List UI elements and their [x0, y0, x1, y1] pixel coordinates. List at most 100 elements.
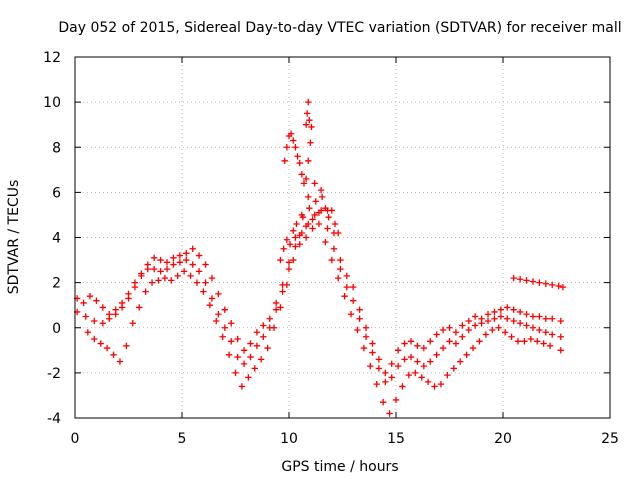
data-point — [489, 326, 496, 334]
data-point — [450, 365, 457, 372]
data-point — [312, 198, 319, 205]
data-point — [516, 308, 524, 316]
data-point — [189, 261, 196, 268]
data-point — [335, 229, 342, 237]
data-point — [202, 279, 209, 286]
data-point — [195, 268, 203, 275]
data-point — [315, 220, 323, 228]
chart-title: Day 052 of 2015, Sidereal Day-to-day VTE… — [58, 20, 621, 36]
data-point — [388, 374, 395, 381]
data-point — [523, 277, 530, 284]
y-tick-label: -4 — [47, 411, 61, 427]
data-point — [463, 351, 470, 359]
data-point — [549, 281, 556, 289]
series-track-1 — [73, 180, 564, 377]
data-point — [302, 121, 310, 128]
data-point — [394, 362, 402, 370]
plot-frame — [74, 56, 611, 419]
data-point — [322, 238, 329, 246]
data-point — [516, 276, 524, 283]
data-point — [439, 326, 447, 334]
data-point — [302, 175, 310, 183]
data-point — [431, 383, 438, 390]
data-point — [328, 207, 335, 214]
data-points — [73, 98, 567, 417]
data-point — [292, 234, 299, 241]
data-point — [308, 123, 315, 131]
data-point — [427, 338, 434, 345]
data-point — [420, 344, 428, 352]
data-point — [414, 358, 421, 365]
data-point — [484, 317, 492, 325]
data-point — [110, 351, 117, 359]
data-point — [504, 304, 511, 311]
data-point — [116, 358, 124, 365]
data-point — [264, 344, 271, 352]
data-point — [536, 313, 543, 320]
data-point — [136, 304, 143, 311]
data-point — [476, 338, 483, 345]
x-tick-label: 25 — [601, 431, 619, 447]
data-point — [294, 153, 301, 160]
data-point — [311, 180, 318, 187]
data-point — [157, 268, 164, 275]
data-point — [414, 342, 421, 349]
data-point — [221, 306, 228, 313]
data-point — [521, 338, 528, 345]
data-point — [546, 342, 554, 349]
data-point — [328, 256, 335, 264]
data-point — [350, 297, 357, 304]
data-point — [260, 322, 267, 329]
data-point — [356, 306, 363, 313]
data-point — [283, 144, 291, 151]
data-point — [343, 283, 350, 291]
data-point — [401, 356, 408, 363]
data-point — [240, 360, 248, 368]
data-point — [469, 344, 477, 352]
data-point — [195, 252, 203, 259]
data-point — [354, 326, 361, 334]
data-point — [219, 333, 226, 340]
x-tick-label: 10 — [280, 431, 298, 447]
data-point — [418, 374, 425, 381]
data-point — [356, 315, 363, 322]
data-point — [375, 356, 383, 363]
data-point — [93, 297, 100, 304]
data-point — [245, 374, 252, 381]
data-point — [170, 261, 177, 268]
data-point — [386, 410, 393, 417]
data-point — [382, 369, 389, 377]
data-point — [234, 353, 241, 361]
data-point — [298, 171, 306, 178]
x-tick-label: 5 — [178, 431, 187, 447]
y-tick-label: 8 — [52, 140, 61, 156]
data-point — [270, 324, 278, 331]
data-point — [161, 274, 169, 282]
data-point — [446, 338, 453, 345]
data-point — [305, 157, 312, 164]
data-point — [362, 324, 370, 331]
data-point — [491, 315, 498, 322]
data-point — [285, 259, 293, 266]
data-point — [388, 360, 395, 368]
data-point — [287, 130, 295, 137]
data-point — [542, 280, 549, 287]
data-point — [497, 313, 505, 320]
data-point — [148, 279, 156, 286]
data-point — [331, 220, 339, 228]
data-point — [138, 272, 145, 280]
data-point — [307, 139, 314, 146]
data-point — [392, 396, 400, 404]
data-point — [125, 295, 132, 302]
data-point — [529, 278, 537, 285]
data-point — [281, 157, 288, 164]
data-point — [465, 317, 472, 325]
data-point — [497, 306, 505, 313]
data-point — [465, 326, 472, 334]
data-point — [200, 288, 207, 295]
data-point — [80, 299, 87, 307]
data-point — [303, 110, 311, 117]
data-point — [292, 243, 299, 250]
data-point — [215, 311, 222, 318]
x-tick-label: 20 — [494, 431, 512, 447]
